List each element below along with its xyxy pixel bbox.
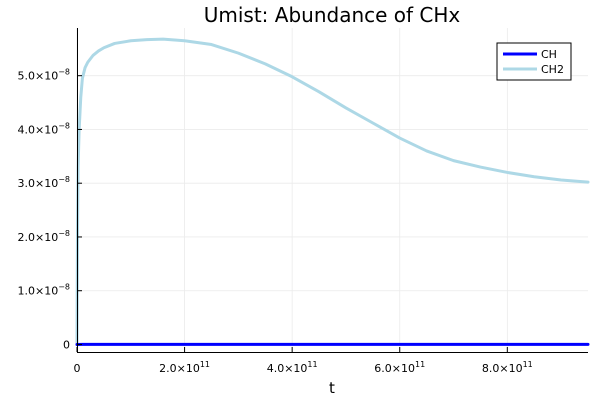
x-axis-label: t (329, 379, 335, 397)
legend-label-ch: CH (541, 48, 557, 61)
legend-box (496, 42, 572, 81)
series-group (75, 37, 590, 346)
y-tick-label-4: 4.0×10−8 (17, 121, 70, 136)
x-tick-label-3: 6.0×1011 (374, 360, 425, 375)
y-tick-label-2: 2.0×10−8 (17, 229, 70, 244)
x-ticks: 0 2.0×1011 4.0×1011 6.0×1011 8.0×1011 (74, 347, 533, 375)
legend-label-ch2: CH2 (541, 63, 564, 76)
x-tick-label-1: 2.0×1011 (159, 360, 210, 375)
y-tick-label-5: 5.0×10−8 (17, 68, 70, 83)
y-tick-label-0: 0 (63, 338, 70, 351)
series-line-ch2 (75, 37, 590, 346)
chart-title: Umist: Abundance of CHx (204, 3, 461, 27)
x-tick-label-0: 0 (74, 362, 81, 375)
y-tick-label-1: 1.0×10−8 (17, 283, 70, 298)
x-tick-label-4: 8.0×1011 (482, 360, 533, 375)
y-ticks: 0 1.0×10−8 2.0×10−8 3.0×10−8 4.0×10−8 5.0×10−… (17, 68, 82, 351)
x-tick-label-2: 4.0×1011 (267, 360, 318, 375)
y-tick-label-3: 3.0×10−8 (17, 175, 70, 190)
legend: CH CH2 (496, 42, 572, 81)
